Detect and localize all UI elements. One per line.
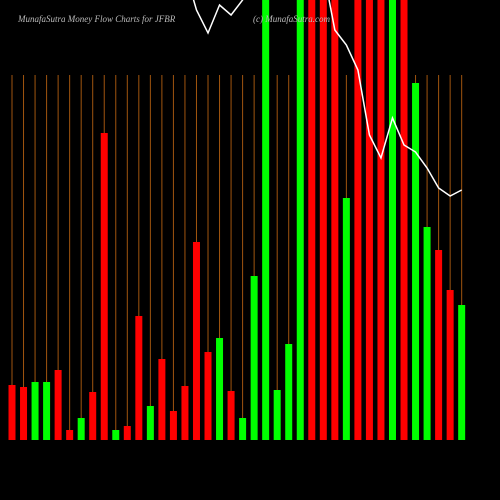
bar <box>20 387 28 440</box>
bar <box>250 276 258 440</box>
bar <box>112 430 120 440</box>
bar <box>227 391 235 440</box>
chart-title: MunafaSutra Money Flow Charts for JFBR <box>17 14 176 24</box>
bar <box>216 338 224 440</box>
bar <box>169 411 177 440</box>
bar <box>89 392 97 440</box>
bar <box>158 359 166 440</box>
bar <box>388 0 396 440</box>
bar <box>192 242 200 440</box>
bar <box>377 0 385 440</box>
bar <box>319 0 327 440</box>
bar <box>354 0 362 440</box>
bar <box>135 316 143 440</box>
bar <box>296 0 304 440</box>
bar <box>365 0 373 440</box>
bar <box>412 83 420 440</box>
bar <box>435 250 443 440</box>
bar <box>458 305 466 440</box>
bar <box>77 418 85 440</box>
chart-subtitle: (c) MunafaSutra.com <box>253 14 330 24</box>
bar <box>262 0 270 440</box>
bar <box>204 352 212 440</box>
bar <box>331 0 339 440</box>
bar <box>400 0 408 440</box>
bar <box>123 426 131 440</box>
bar <box>273 390 281 440</box>
bar <box>181 386 189 440</box>
bar <box>100 133 108 440</box>
bar <box>285 344 293 440</box>
bar <box>8 385 16 440</box>
plot <box>8 0 466 440</box>
bar <box>239 418 247 440</box>
bar <box>146 406 154 440</box>
bar <box>446 290 454 440</box>
bar <box>43 382 51 440</box>
bar <box>66 430 74 440</box>
bar <box>54 370 62 440</box>
bar <box>423 227 431 440</box>
bar <box>308 0 316 440</box>
money-flow-line <box>192 0 463 197</box>
bar <box>342 198 350 440</box>
bar <box>31 382 39 440</box>
